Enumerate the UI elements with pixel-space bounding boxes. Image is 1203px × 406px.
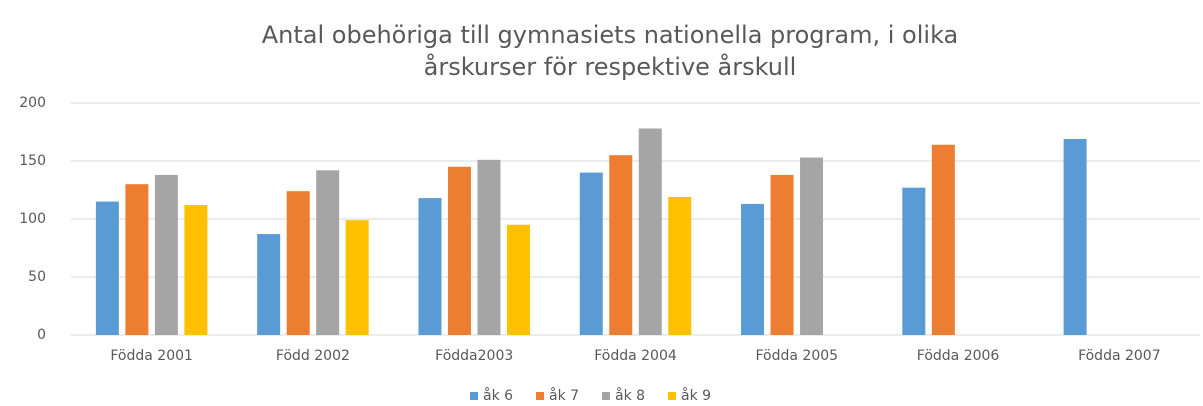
bar (477, 159, 501, 335)
legend-label: åk 7 (549, 387, 579, 404)
bar (800, 157, 824, 335)
bar (345, 220, 369, 335)
bar (609, 155, 633, 335)
bar (638, 128, 662, 335)
legend-swatch (668, 392, 676, 400)
x-tick-label: Födda 2006 (917, 348, 1000, 364)
y-tick-label: 0 (37, 327, 46, 343)
y-tick-label: 200 (19, 95, 46, 111)
bar (257, 234, 281, 335)
bar (741, 203, 765, 335)
bar (447, 166, 471, 335)
y-tick-label: 150 (19, 153, 46, 169)
bar (95, 201, 119, 335)
x-tick-label: Födda 2001 (110, 348, 193, 364)
bar (418, 198, 442, 335)
legend-label: åk 9 (681, 387, 711, 404)
bar (668, 196, 692, 335)
legend-label: åk 6 (483, 387, 513, 404)
bar (125, 184, 149, 335)
legend-swatch (602, 392, 610, 400)
chart-title: Antal obehöriga till gymnasiets nationel… (262, 21, 959, 49)
bar (184, 205, 208, 335)
x-tick-label: Född­a2003 (435, 348, 513, 364)
bar (902, 187, 926, 335)
legend-swatch (470, 392, 478, 400)
bar (286, 191, 310, 335)
legend-swatch (536, 392, 544, 400)
bar (506, 224, 530, 335)
chart-title: årskurser för respektive årskull (424, 52, 797, 81)
bar (154, 174, 178, 335)
x-tick-label: Födda 2005 (756, 348, 839, 364)
x-tick-label: Födda 2004 (594, 348, 677, 364)
bar (579, 172, 603, 335)
bar (770, 174, 794, 335)
bar (1063, 138, 1087, 335)
x-tick-label: Födda 2007 (1078, 348, 1161, 364)
bar (931, 144, 955, 335)
y-tick-label: 100 (19, 211, 46, 227)
x-tick-label: Född 2002 (276, 348, 350, 364)
y-tick-label: 50 (28, 269, 46, 285)
legend-label: åk 8 (615, 387, 645, 404)
bar (316, 170, 340, 335)
